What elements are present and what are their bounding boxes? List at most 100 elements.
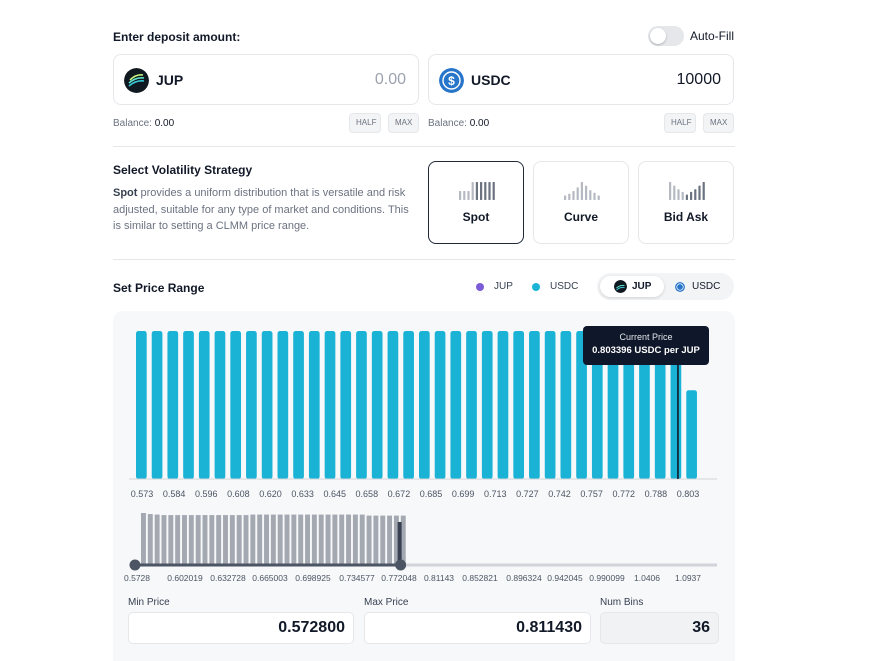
strategy-spot-label: Spot — [462, 210, 490, 224]
mini-bar — [698, 185, 701, 200]
usdc-token-icon: $ — [439, 68, 464, 93]
usdc-bar — [497, 331, 509, 479]
autofill-label: Auto-Fill — [690, 29, 735, 43]
mini-range-bar — [229, 515, 235, 565]
x-tick-label: 0.645 — [323, 489, 346, 499]
strategy-curve-card[interactable]: Curve — [533, 161, 629, 244]
usdc-bar — [560, 331, 572, 479]
usdc-amount-input[interactable]: 10000 — [676, 71, 722, 88]
usdc-bar — [607, 331, 619, 479]
x-tick-label: 0.633 — [291, 489, 314, 499]
mini-bar — [690, 191, 693, 200]
svg-text:$: $ — [448, 74, 455, 88]
mini-tick-label: 0.698925 — [295, 573, 331, 583]
jup-amount-box[interactable]: JUP 0.00 — [113, 54, 419, 105]
usdc-half-button[interactable]: HALF — [664, 113, 696, 133]
mini-tick-label: 0.942045 — [547, 573, 583, 583]
x-tick-label: 0.672 — [388, 489, 411, 499]
usdc-bar — [387, 331, 399, 479]
x-tick-label: 0.699 — [452, 489, 475, 499]
usdc-bar — [529, 331, 540, 479]
x-tick-label: 0.757 — [580, 489, 603, 499]
usdc-bar — [151, 331, 163, 479]
strategy-title: Select Volatility Strategy — [113, 163, 253, 177]
strategy-bidask-card[interactable]: Bid Ask — [638, 161, 734, 244]
mini-range-bar — [154, 514, 160, 565]
usdc-bar — [230, 331, 242, 479]
jup-balance-value: 0.00 — [154, 118, 175, 129]
jup-amount-input[interactable]: 0.00 — [374, 71, 406, 88]
toggle-jup-label: JUP — [632, 281, 652, 292]
toggle-usdc-label: USDC — [692, 281, 721, 292]
mini-range-bar — [305, 514, 310, 565]
x-tick-label: 0.803 — [677, 489, 700, 499]
usdc-bar — [261, 331, 273, 479]
mini-range-bar — [147, 514, 153, 565]
mini-bar — [597, 195, 600, 200]
toggle-jup-button[interactable]: JUP — [600, 276, 664, 297]
min-price-input[interactable]: 0.572800 — [128, 612, 354, 644]
usdc-amount-box[interactable]: $ USDC 10000 — [428, 54, 734, 105]
mini-tick-label: 0.896324 — [506, 573, 542, 583]
mini-range-bar — [202, 515, 208, 565]
jup-max-button[interactable]: MAX — [388, 113, 419, 133]
mini-range-bar — [223, 515, 228, 565]
x-tick-label: 0.788 — [645, 489, 668, 499]
mini-range-bar — [400, 515, 406, 565]
mini-tick-label: 0.665003 — [252, 573, 288, 583]
mini-range-bar — [161, 515, 167, 565]
selection-edge — [397, 522, 402, 565]
max-price-input[interactable]: 0.811430 — [364, 612, 591, 644]
range-selector-chart[interactable]: 0.5728 0.602019 0.632728 0.665003 0.698925 0.… — [113, 505, 735, 590]
usdc-small-icon — [675, 281, 685, 292]
autofill-toggle[interactable] — [648, 26, 684, 46]
usdc-balance-label: Balance: — [428, 118, 467, 129]
strategy-spot-card[interactable]: Spot — [428, 161, 524, 244]
bidask-shape-icon — [669, 182, 705, 200]
mini-range-bar — [141, 513, 146, 565]
usdc-bar — [434, 331, 446, 479]
num-bins-input: 36 — [600, 612, 719, 644]
usdc-balance-value: 0.00 — [469, 118, 490, 129]
jup-half-button[interactable]: HALF — [349, 113, 381, 133]
legend-jup-dot — [476, 283, 484, 291]
usdc-bar — [277, 331, 289, 479]
price-token-toggle[interactable]: JUP USDC — [597, 273, 734, 300]
mini-range-bar — [291, 514, 297, 565]
mini-bar — [702, 182, 705, 200]
jup-token-icon — [124, 68, 149, 93]
usdc-bar — [466, 331, 477, 479]
max-range-handle[interactable] — [395, 559, 407, 571]
mini-range-bar — [270, 514, 276, 565]
mini-tick-label: 1.0406 — [634, 573, 660, 583]
mini-range-bar — [188, 515, 194, 565]
max-price-label: Max Price — [364, 597, 409, 608]
current-price-tooltip: Current Price 0.803396 USDC per JUP — [583, 326, 709, 365]
mini-tick-label: 0.5728 — [124, 573, 150, 583]
jup-small-icon — [614, 280, 627, 293]
tooltip-value: 0.803396 USDC per JUP — [592, 345, 700, 356]
usdc-balance: Balance: 0.00 — [428, 118, 489, 129]
x-tick-label: 0.772 — [612, 489, 635, 499]
mini-range-bar — [352, 514, 358, 565]
mini-bar — [492, 182, 495, 200]
mini-bar — [564, 195, 567, 200]
mini-tick-label: 1.0937 — [675, 573, 701, 583]
mini-tick-label: 0.990099 — [589, 573, 625, 583]
divider-mid — [113, 259, 735, 260]
mini-range-bar — [284, 514, 290, 565]
mini-range-bar — [250, 514, 256, 565]
toggle-knob — [650, 28, 666, 44]
mini-bar — [677, 189, 680, 200]
usdc-bar — [450, 331, 462, 479]
usdc-bar — [419, 331, 430, 479]
mini-bar — [585, 185, 588, 200]
toggle-usdc-button[interactable]: USDC — [667, 276, 731, 297]
usdc-bar — [481, 331, 493, 479]
mini-bar — [681, 191, 684, 200]
usdc-max-button[interactable]: MAX — [703, 113, 734, 133]
usdc-bar — [324, 331, 336, 479]
mini-bar — [568, 193, 571, 200]
min-range-handle[interactable] — [129, 559, 141, 571]
spot-shape-icon — [459, 182, 495, 200]
